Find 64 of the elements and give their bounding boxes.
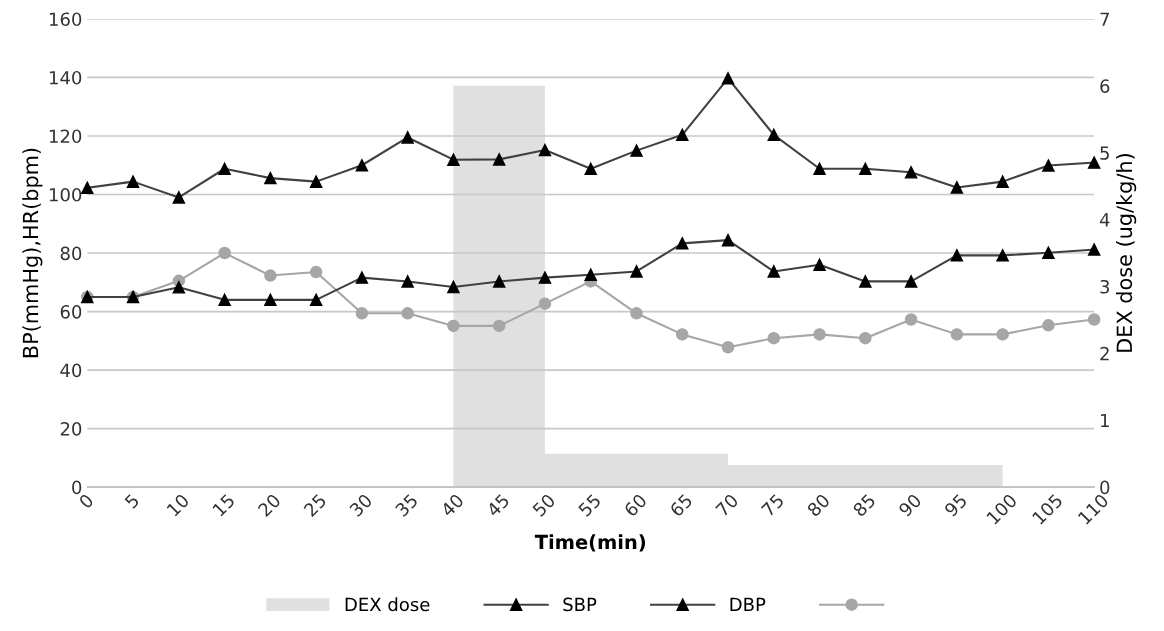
y-tick-label: 160 (49, 12, 82, 27)
point (630, 307, 643, 320)
legend-label: DBP (730, 597, 766, 611)
x-tick-label: 10 (166, 493, 190, 517)
point (676, 328, 689, 341)
x-tick-label: 40 (439, 493, 465, 518)
x-tick-label: 70 (715, 493, 740, 518)
point (309, 265, 323, 279)
y2-tick-label: 5 (1100, 146, 1109, 160)
x-tick-label: 85 (852, 493, 877, 518)
point (904, 313, 918, 326)
point (218, 246, 231, 260)
x-tick-label: 65 (669, 493, 693, 518)
legend-label: DEX dose (345, 597, 430, 612)
x-tick-label: 90 (897, 493, 923, 518)
point (355, 307, 369, 320)
y2-tick-label: 0 (1100, 480, 1110, 495)
y-tick-label: 100 (49, 187, 82, 202)
y2-axis-title: DEX dose (ug/kg/h) (1116, 154, 1137, 352)
x-tick-label: 0 (78, 493, 95, 510)
y-tick-label: 80 (60, 246, 82, 261)
y-tick-label: 40 (60, 363, 82, 378)
y2-tick-label: 2 (1100, 346, 1109, 361)
point (538, 297, 552, 310)
point (767, 331, 781, 345)
point (264, 269, 277, 282)
point (401, 307, 414, 320)
point (1042, 319, 1055, 332)
x-tick-label: 95 (943, 493, 968, 518)
x-tick-label: 75 (760, 493, 785, 518)
point (1087, 313, 1101, 326)
x-tick-label: 5 (124, 493, 140, 510)
y-tick-label: 0 (72, 480, 82, 495)
y2-tick-label: 1 (1101, 413, 1109, 428)
point (447, 319, 460, 333)
y2-tick-label: 4 (1099, 213, 1110, 227)
y-tick-label: 20 (60, 422, 82, 436)
y2-tick-label: 7 (1100, 12, 1109, 26)
y-axis-title: BP(mmHg),HR(bpm) (22, 148, 43, 358)
point (721, 341, 735, 354)
x-axis-title: Time(min) (534, 534, 646, 552)
y-tick-label: 140 (49, 70, 82, 85)
x-tick-label: 50 (531, 493, 556, 518)
x-tick-label: 110 (1077, 493, 1110, 525)
x-tick-label: 100 (985, 493, 1018, 525)
y-tick-label: 120 (49, 129, 82, 144)
x-tick-label: 60 (623, 493, 648, 518)
x-tick-label: 35 (394, 493, 419, 518)
y2-tick-label: 3 (1100, 279, 1110, 294)
point (950, 328, 964, 341)
x-tick-label: 45 (485, 493, 510, 518)
x-tick-label: 80 (806, 493, 831, 518)
point (859, 331, 872, 345)
point (813, 328, 826, 341)
y-tick-label: 60 (60, 305, 82, 319)
point (996, 328, 1009, 341)
x-tick-label: 15 (212, 493, 236, 517)
x-tick-label: 30 (348, 493, 373, 518)
y2-tick-label: 6 (1100, 79, 1110, 93)
point (492, 319, 506, 333)
legend-label: SBP (563, 597, 597, 612)
x-tick-label: 20 (257, 493, 282, 518)
x-tick-label: 55 (577, 493, 602, 518)
x-tick-label: 25 (302, 493, 327, 518)
